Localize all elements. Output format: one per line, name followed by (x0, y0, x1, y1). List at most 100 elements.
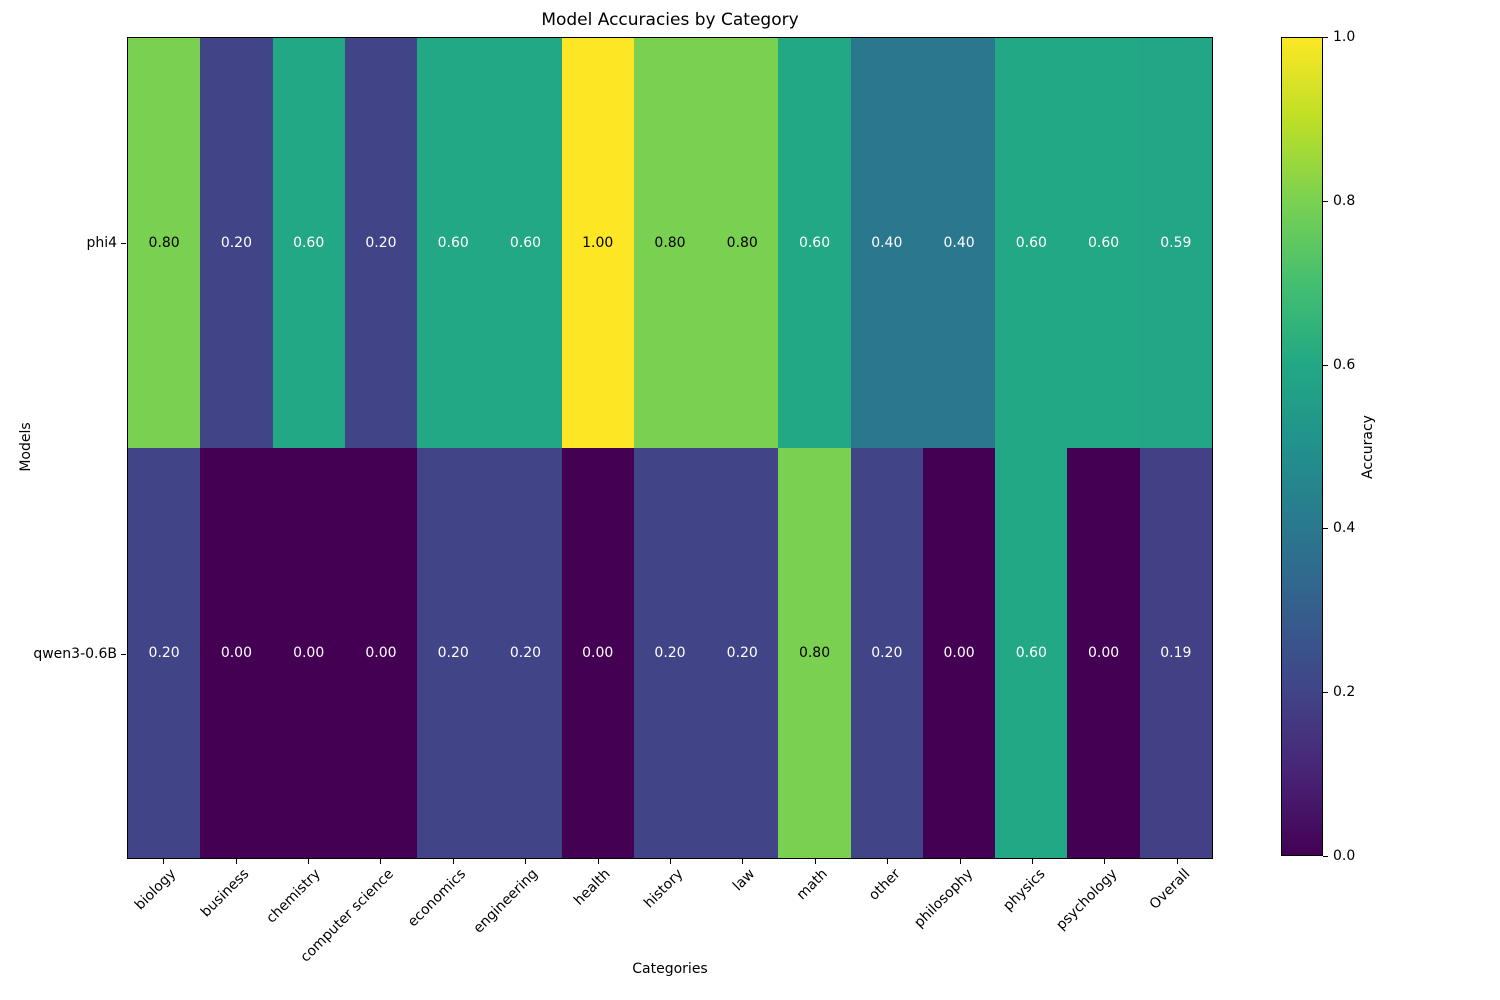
x-tick-mark (670, 859, 671, 864)
cell-value: 0.20 (148, 645, 180, 661)
x-tick-mark (1104, 859, 1106, 864)
y-tick-mark (121, 242, 126, 244)
x-tick-label: economics (404, 866, 470, 931)
colorbar-label: Accuracy (1360, 415, 1376, 479)
x-tick-mark (380, 859, 382, 864)
heatmap-cell: 0.20 (417, 448, 490, 858)
cell-value: 0.60 (293, 235, 325, 251)
cell-value: 0.40 (871, 235, 903, 251)
colorbar-tick-mark (1323, 37, 1328, 38)
x-tick-label: law (730, 866, 759, 895)
colorbar-tick-label: 0.6 (1333, 356, 1356, 373)
heatmap-cell: 0.60 (272, 38, 345, 448)
heatmap-cell: 0.20 (489, 448, 562, 858)
x-tick-label: history (640, 866, 687, 912)
cell-value: 0.80 (726, 235, 758, 251)
heatmap-cell: 0.80 (128, 38, 201, 448)
cell-value: 0.60 (437, 235, 469, 251)
cell-value: 0.00 (220, 645, 252, 661)
heatmap-plot-area: 0.80 0.20 0.60 0.20 0.60 0.60 1.00 0.80 0.80 0.60… (127, 37, 1213, 859)
x-tick-label: philosophy (910, 866, 976, 932)
y-tick-label: phi4 (86, 234, 117, 251)
cell-value: 0.20 (871, 645, 903, 661)
cell-value: 0.20 (726, 645, 758, 661)
colorbar-tick-label: 0.4 (1333, 520, 1356, 537)
cell-value: 0.00 (943, 645, 975, 661)
x-tick-label: business (197, 866, 252, 921)
heatmap-cell: 0.00 (922, 448, 996, 858)
cell-value: 0.20 (365, 235, 397, 251)
cell-value: 0.60 (1088, 235, 1120, 251)
heatmap-cell: 0.00 (561, 448, 634, 858)
heatmap-cell: 0.60 (489, 38, 562, 448)
x-tick-mark (1032, 859, 1033, 864)
heatmap-cell: 0.00 (344, 448, 418, 858)
x-tick-mark (814, 859, 816, 864)
heatmap-cell: 0.20 (344, 38, 418, 448)
x-tick-label: physics (1000, 866, 1049, 915)
colorbar-tick-label: 0.2 (1333, 684, 1356, 701)
cell-value: 0.00 (1088, 645, 1120, 661)
heatmap-cell: 0.60 (995, 38, 1068, 448)
x-tick-mark (163, 859, 165, 864)
cell-value: 0.60 (1015, 235, 1047, 251)
cell-value: 0.60 (509, 235, 542, 251)
heatmap-cell: 0.00 (272, 448, 345, 858)
x-tick-mark (235, 859, 237, 864)
x-tick-mark (308, 859, 309, 864)
x-tick-label: math (793, 866, 832, 904)
cell-value: 0.00 (365, 645, 397, 661)
cell-value: 0.20 (509, 645, 542, 661)
x-tick-label: other (865, 866, 904, 904)
cell-value: 0.59 (1160, 235, 1192, 251)
heatmap-cell: 0.20 (128, 448, 201, 858)
heatmap-cell: 0.80 (633, 38, 707, 448)
colorbar-tick-mark (1323, 528, 1328, 530)
cell-value: 0.20 (437, 645, 469, 661)
x-tick-mark (959, 859, 961, 864)
colorbar-tick-mark (1323, 856, 1328, 857)
cell-value: 0.60 (1015, 645, 1047, 661)
cell-value: 0.80 (148, 235, 180, 251)
cell-value: 0.20 (654, 645, 686, 661)
cell-value: 0.60 (798, 235, 831, 251)
heatmap-cell: 0.40 (850, 38, 923, 448)
heatmap: 0.80 0.20 0.60 0.20 0.60 0.60 1.00 0.80 0.80 0.60… (128, 38, 1212, 858)
heatmap-cell: 0.20 (200, 38, 273, 448)
colorbar-tick-mark (1323, 200, 1328, 202)
colorbar-tick-mark (1323, 692, 1328, 694)
x-tick-mark (1176, 859, 1178, 864)
heatmap-cell: 0.60 (778, 38, 851, 448)
chart-title: Model Accuracies by Category (541, 10, 799, 30)
cell-value: 0.80 (654, 235, 686, 251)
heatmap-cell: 0.40 (922, 38, 996, 448)
x-tick-mark (742, 859, 744, 864)
heatmap-cell: 0.60 (417, 38, 490, 448)
x-axis-title: Categories (632, 961, 708, 977)
heatmap-cell: 0.20 (706, 448, 779, 858)
cell-value: 0.40 (943, 235, 975, 251)
heatmap-cell: 0.59 (1139, 38, 1212, 448)
cell-value: 0.20 (220, 235, 252, 251)
colorbar-tick-mark (1323, 364, 1328, 366)
heatmap-cell: 0.60 (995, 448, 1068, 858)
cell-value: 0.00 (582, 645, 614, 661)
heatmap-cell: 0.00 (200, 448, 273, 858)
x-tick-label: psychology (1053, 866, 1121, 934)
heatmap-cell: 0.80 (778, 448, 851, 858)
heatmap-cell: 0.00 (1067, 448, 1140, 858)
cell-value: 0.80 (798, 645, 831, 661)
x-tick-label: biology (132, 866, 180, 914)
colorbar-tick-label: 1.0 (1333, 29, 1356, 45)
heatmap-cell: 0.19 (1139, 448, 1212, 858)
colorbar-gradient (1282, 38, 1322, 855)
y-tick-label: qwen3-0.6B (33, 645, 117, 662)
heatmap-cell: 1.00 (561, 38, 634, 448)
cell-value: 0.00 (293, 645, 325, 661)
heatmap-cell: 0.20 (850, 448, 923, 858)
cell-value: 1.00 (582, 235, 614, 251)
heatmap-cell: 0.60 (1067, 38, 1140, 448)
x-tick-mark (525, 859, 527, 864)
heatmap-cell: 0.20 (633, 448, 707, 858)
